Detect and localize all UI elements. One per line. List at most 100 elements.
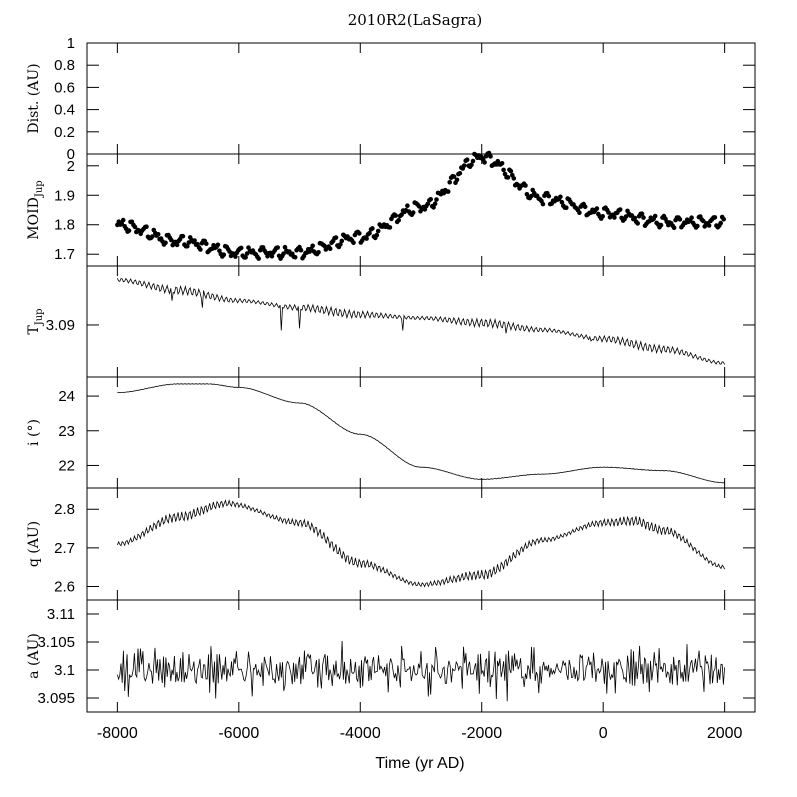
series-point-moid xyxy=(457,171,463,176)
x-tick-label: 2000 xyxy=(707,725,743,742)
series-point-moid xyxy=(370,226,375,231)
series-point-moid xyxy=(180,233,186,239)
y-axis-label-moid: MOIDJup xyxy=(26,180,45,239)
panel-frame-q xyxy=(86,487,756,601)
series-point-moid xyxy=(632,215,638,221)
y-axis-label-tjup: TJup xyxy=(26,308,45,334)
panel-incl: 22 23 24 i (°) xyxy=(26,376,756,489)
series-point-moid xyxy=(454,177,460,183)
series-point-moid xyxy=(396,218,402,223)
series-point-moid xyxy=(508,168,514,174)
series-point-moid xyxy=(641,215,646,220)
series-point-moid xyxy=(425,201,431,207)
y-tick-label-q: 2.8 xyxy=(54,501,75,518)
series-point-moid xyxy=(204,241,209,246)
series-point-moid xyxy=(623,214,629,219)
series-point-moid xyxy=(600,214,605,219)
series-point-moid xyxy=(469,162,474,168)
series-point-moid xyxy=(582,204,588,210)
y-tick-label-dist: 0 xyxy=(67,146,75,163)
x-tick-label: 0 xyxy=(599,725,608,742)
series-point-moid xyxy=(327,246,333,251)
series-point-moid xyxy=(594,206,600,211)
series-point-moid xyxy=(310,243,316,249)
y-tick-label-a: 3.11 xyxy=(47,606,75,623)
series-point-moid xyxy=(281,251,286,256)
series-point-moid xyxy=(470,158,476,164)
series-point-moid xyxy=(275,245,281,250)
y-tick-label-dist: 0.8 xyxy=(54,57,75,74)
y-tick-label-moid: 1.7 xyxy=(54,246,75,263)
series-point-moid xyxy=(174,242,180,248)
y-axis-label-sub-tjup: Jup xyxy=(34,308,45,326)
series-point-moid xyxy=(546,193,552,199)
y-tick-label-q: 2.6 xyxy=(54,578,75,595)
series-point-moid xyxy=(364,236,369,241)
series-point-moid xyxy=(612,215,617,220)
series-point-moid xyxy=(652,213,658,219)
series-point-moid xyxy=(374,232,380,238)
series-point-moid xyxy=(431,205,436,210)
panel-moid: 1.7 1.8 1.9 2 MOIDJup xyxy=(26,150,756,267)
series-point-moid xyxy=(163,240,168,246)
series-point-moid xyxy=(198,247,203,252)
series-point-moid xyxy=(482,160,487,165)
series-point-moid xyxy=(375,228,381,234)
panel-frame-incl xyxy=(86,376,756,489)
y-tick-label-moid: 1.8 xyxy=(54,217,75,234)
series-point-moid xyxy=(405,203,410,208)
series-point-moid xyxy=(451,174,457,179)
y-tick-label-dist: 0.4 xyxy=(54,102,75,119)
y-tick-label-tjup: 3.09 xyxy=(46,317,75,334)
series-point-moid xyxy=(367,230,372,236)
series-point-moid xyxy=(689,215,694,220)
y-tick-label-dist: 0.2 xyxy=(54,124,75,141)
y-axis-label-q: q (AU) xyxy=(26,521,42,567)
series-point-moid xyxy=(292,254,298,260)
y-tick-label-a: 3.1 xyxy=(54,662,75,679)
series-point-moid xyxy=(150,234,155,239)
series-point-moid xyxy=(501,167,506,173)
series-point-moid xyxy=(243,255,248,260)
series-point-moid xyxy=(464,157,470,162)
series-point-moid xyxy=(505,175,511,180)
series-line-q xyxy=(117,499,725,588)
series-point-moid xyxy=(244,251,250,256)
series-point-moid xyxy=(695,223,700,229)
x-tick-label: -6000 xyxy=(218,725,259,742)
y-tick-label-dist: 1 xyxy=(67,35,75,52)
x-axis: -8000 -6000 -4000 -2000 0 2000 xyxy=(97,725,743,742)
series-point-moid xyxy=(120,217,126,223)
y-tick-label-dist: 0.6 xyxy=(54,79,75,96)
y-tick-label-incl: 24 xyxy=(58,388,75,405)
series-point-moid xyxy=(399,212,404,217)
series-point-moid xyxy=(393,213,399,218)
series-line-incl xyxy=(117,383,725,484)
y-tick-label-moid: 1.9 xyxy=(54,187,75,204)
series-line-tjup xyxy=(117,277,725,365)
series-point-moid xyxy=(282,244,288,250)
panel-dist: 0 0.2 0.4 0.6 0.8 1 Dist. (AU) xyxy=(26,35,756,163)
y-tick-label-a: 3.105 xyxy=(37,634,75,651)
series-point-moid xyxy=(387,225,393,230)
series-point-moid xyxy=(529,193,534,199)
series-point-moid xyxy=(721,217,726,222)
series-point-moid xyxy=(338,242,343,247)
y-tick-label-q: 2.7 xyxy=(54,540,75,557)
series-point-moid xyxy=(639,211,645,216)
series-point-moid xyxy=(712,215,718,220)
y-axis-label-sub-moid: Jup xyxy=(34,180,45,198)
y-tick-label-a: 3.095 xyxy=(37,690,75,707)
x-axis-label: Time (yr AD) xyxy=(375,755,464,772)
series-point-moid xyxy=(577,210,582,215)
y-tick-label-incl: 23 xyxy=(58,423,75,440)
series-point-moid xyxy=(316,250,321,255)
series-point-moid xyxy=(192,238,197,243)
series-point-moid xyxy=(540,201,546,207)
series-point-moid xyxy=(432,201,438,206)
series-point-moid xyxy=(144,224,149,229)
panel-q: 2.6 2.7 2.8 q (AU) xyxy=(26,487,756,601)
series-point-moid xyxy=(126,228,132,233)
